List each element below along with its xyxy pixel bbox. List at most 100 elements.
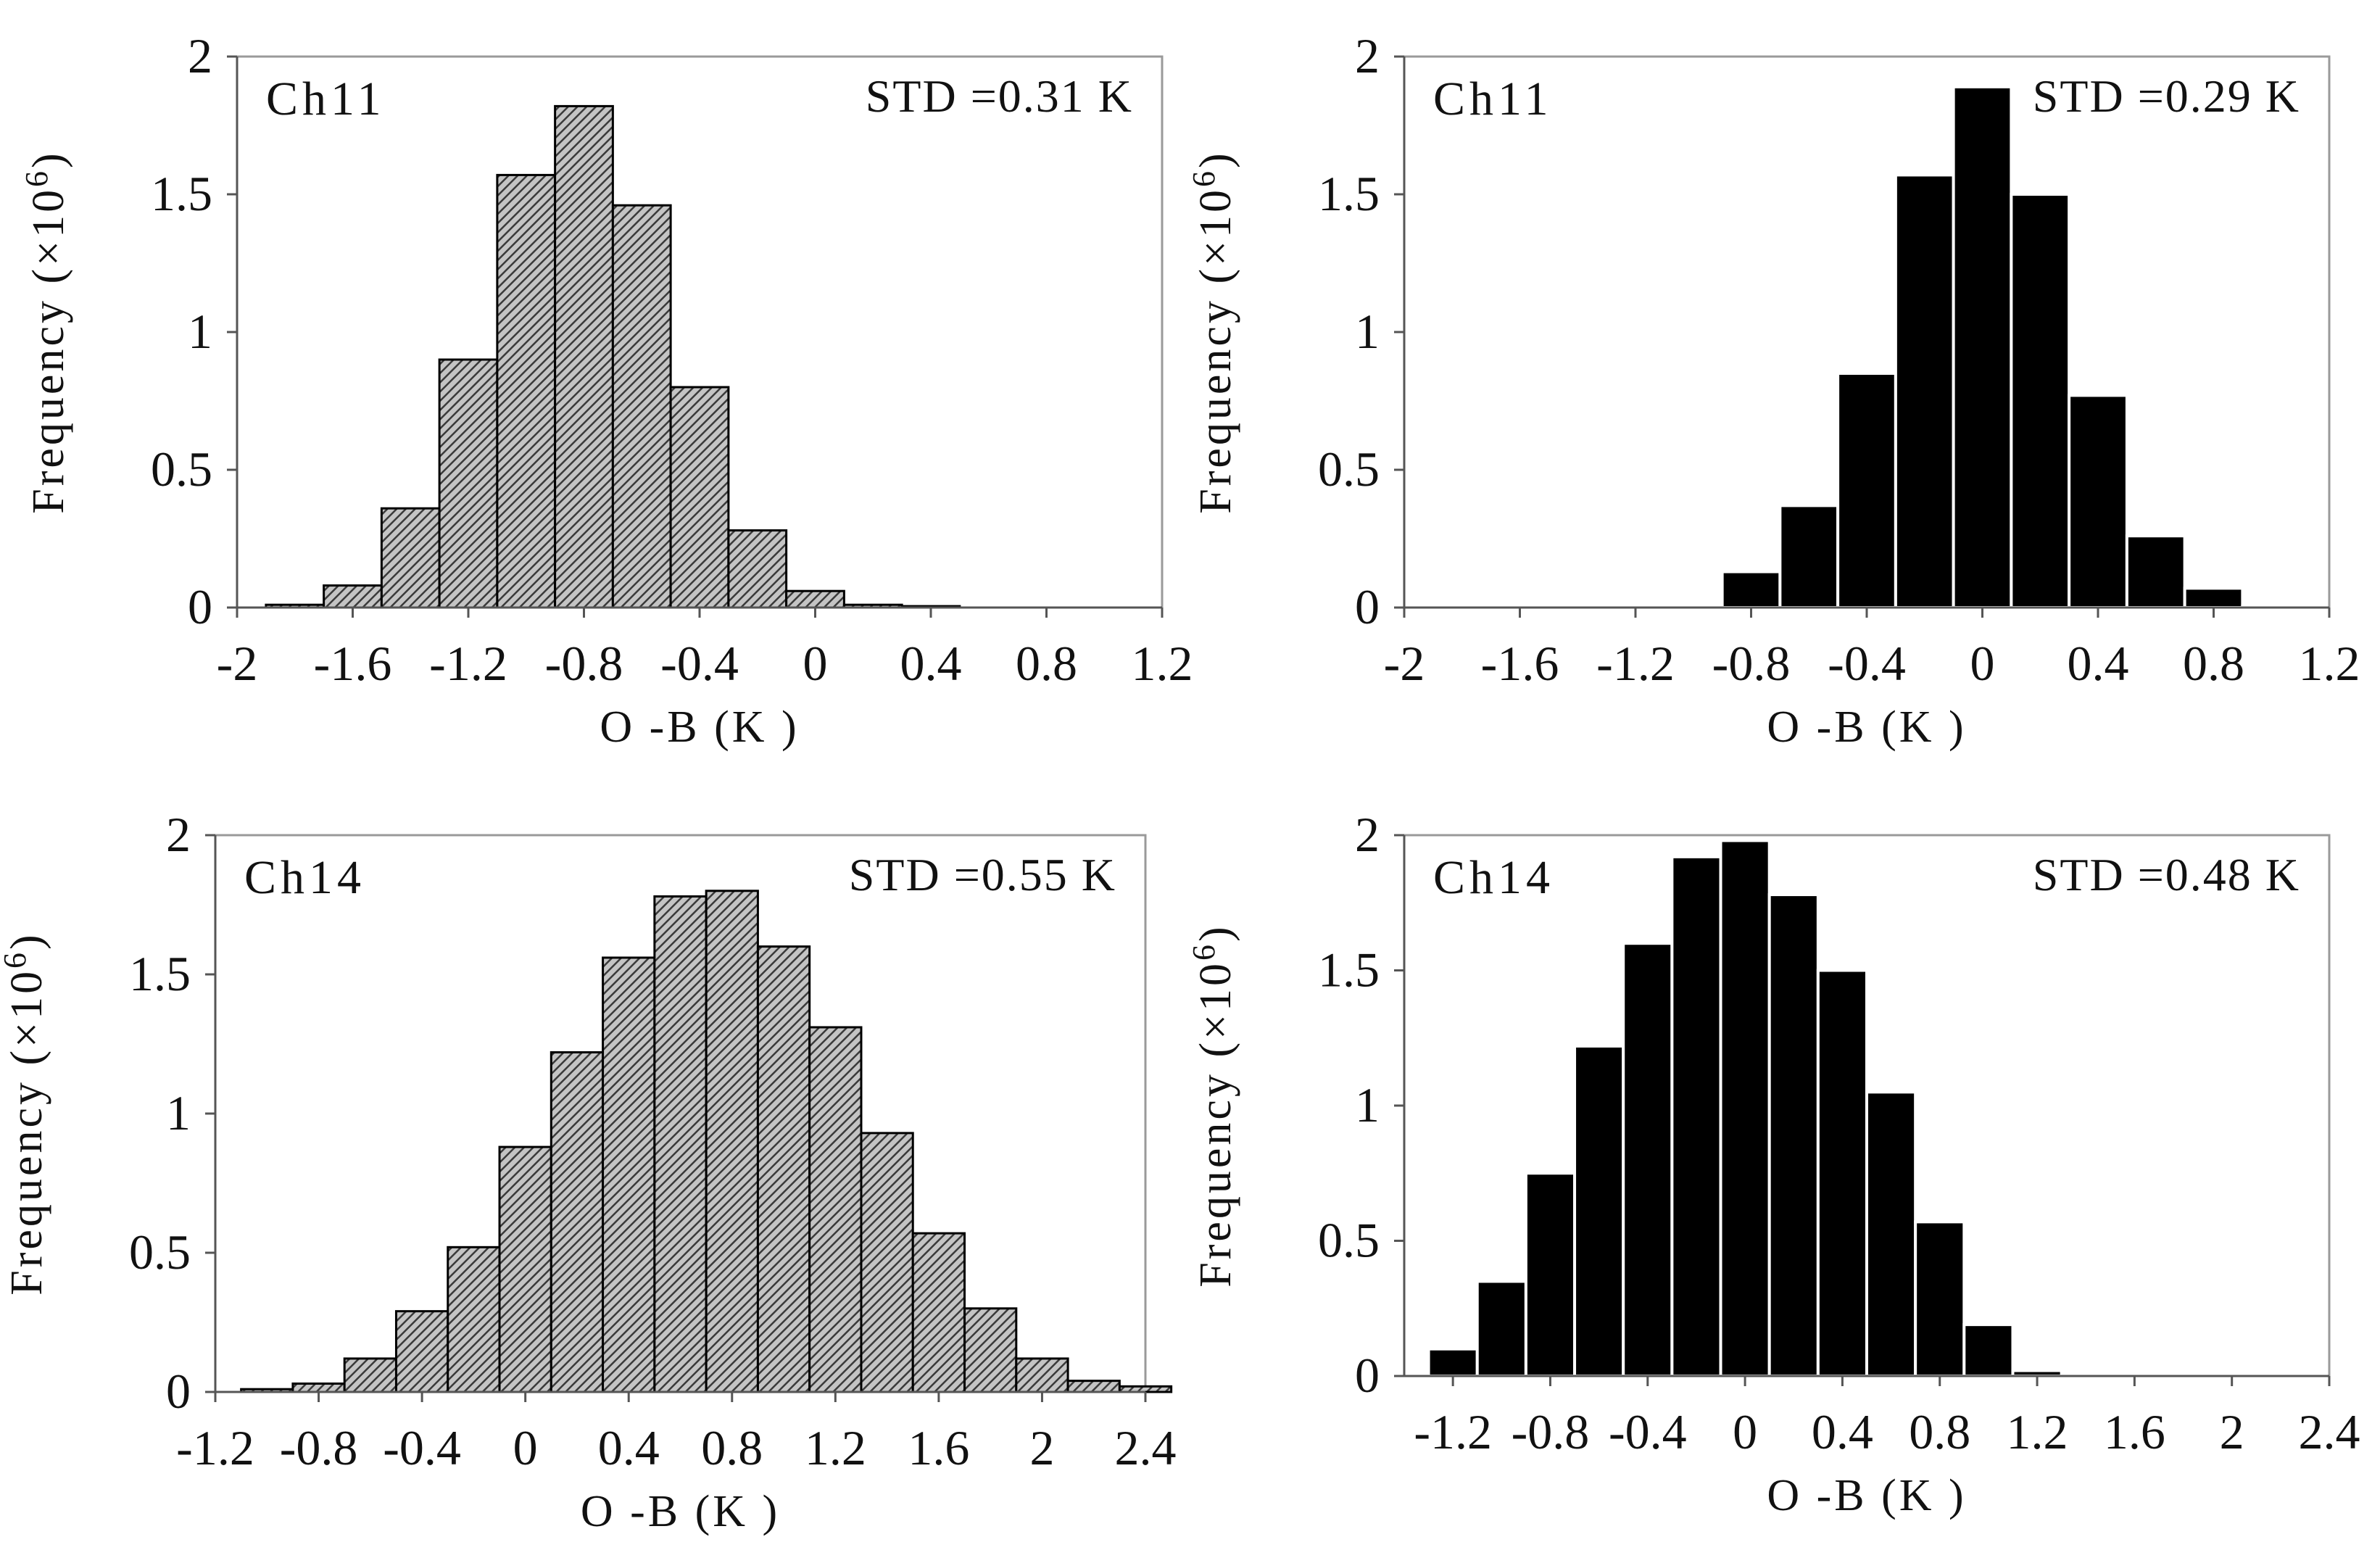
x-tick-label: 0.4: [2068, 636, 2129, 691]
std-annotation-3: STD =0.55 K: [849, 849, 1116, 900]
x-tick-label: -1.2: [176, 1420, 254, 1475]
histogram-bar: [2010, 193, 2071, 609]
histogram-bar: [860, 1132, 914, 1393]
histogram-bar: [1719, 839, 1771, 1377]
x-tick-label: 0.8: [1909, 1404, 1970, 1459]
x-tick-label: -0.8: [1512, 1404, 1590, 1459]
histogram-bar: [727, 529, 788, 609]
histogram-bar: [1952, 85, 2013, 610]
x-tick-label: 0: [1970, 636, 1995, 691]
x-tick-label: 1.2: [1132, 636, 1193, 691]
y-axis-close-4: ): [1191, 924, 1240, 942]
y-axis-exponent-2: 6: [1186, 168, 1222, 187]
y-axis-close-3: ): [2, 932, 51, 950]
y-axis-title-1: Frequency (×106): [19, 150, 73, 513]
histogram-bar: [653, 895, 708, 1393]
y-ticks-3: 0 0.5 1 1.5 2: [129, 807, 215, 1419]
y-tick-label: 0.5: [151, 442, 212, 497]
channel-label-1: Ch11: [266, 72, 386, 125]
x-tick-label: -0.8: [280, 1420, 358, 1475]
y-axis-close-2: ): [1191, 150, 1240, 168]
histogram-bar: [438, 358, 499, 609]
chart-panel-1: 0 0.5 1 1.5 2 -2 -1.6 -1.2 -0.8 -0.4 0 0.4 0.8 1.2 C…: [19, 28, 1193, 752]
histogram-bar: [554, 104, 614, 609]
histogram-bar: [1015, 1357, 1069, 1393]
y-tick-label: 0: [166, 1364, 191, 1419]
histogram-bar: [447, 1246, 501, 1393]
histogram-bar: [1778, 504, 1840, 610]
histogram-bar: [611, 204, 672, 609]
histogram-bar: [1475, 1280, 1527, 1377]
x-tick-label: -1.2: [1414, 1404, 1492, 1459]
x-tick-label: 0.4: [1812, 1404, 1873, 1459]
histogram-bar: [394, 1310, 449, 1393]
x-tick-label: 2.4: [1115, 1420, 1177, 1475]
histogram-bar: [756, 945, 811, 1393]
x-tick-label: -1.2: [1596, 636, 1675, 691]
y-axis-close-1: ): [24, 150, 73, 168]
x-tick-label: 1.6: [2104, 1404, 2165, 1459]
y-axis-title-4: Frequency (×106): [1186, 924, 1240, 1287]
x-ticks-4: -1.2 -0.8 -0.4 0 0.4 0.8 1.2 1.6 2 2.4: [1414, 1376, 2360, 1459]
histogram-bar: [1894, 173, 1955, 609]
x-tick-label: 0: [803, 636, 828, 691]
histogram-bar: [1720, 570, 1782, 609]
y-axis-title-text-3: Frequency (×10: [2, 969, 51, 1296]
x-tick-label: -0.4: [1828, 636, 1906, 691]
y-axis-exponent-4: 6: [1186, 942, 1222, 961]
x-tick-label: 0.8: [2183, 636, 2244, 691]
y-axis-exponent-3: 6: [0, 950, 33, 969]
std-annotation-1: STD =0.31 K: [866, 70, 1133, 122]
histogram-bar: [1865, 1090, 1917, 1377]
histogram-bar: [498, 1145, 552, 1393]
histogram-bar: [2183, 587, 2244, 610]
y-axis-title-text-1: Frequency (×10: [24, 187, 73, 514]
y-axis-title-2: Frequency (×106): [1186, 150, 1240, 513]
histogram-bar: [343, 1357, 397, 1393]
y-axis-title-text-2: Frequency (×10: [1191, 187, 1240, 514]
histogram-bar: [2068, 394, 2128, 610]
y-ticks-1: 0 0.5 1 1.5 2: [151, 28, 237, 634]
histogram-bar: [1836, 372, 1897, 609]
histogram-bar: [1524, 1172, 1577, 1377]
histogram-bar: [323, 584, 383, 609]
histogram-bar: [1573, 1044, 1625, 1377]
x-axis-title-2: O -B (K ): [1767, 703, 1966, 752]
x-axis-title-1: O -B (K ): [600, 703, 799, 752]
histogram-bar: [705, 890, 759, 1393]
y-tick-label: 2: [1355, 28, 1380, 83]
x-tick-label: 0.8: [1016, 636, 1077, 691]
histogram-bars-4: [1427, 839, 2063, 1378]
x-ticks-2: -2 -1.6 -1.2 -0.8 -0.4 0 0.4 0.8 1.2: [1384, 608, 2360, 691]
channel-label-4: Ch14: [1433, 851, 1554, 904]
histogram-bar: [1066, 1380, 1121, 1393]
histogram-bar: [2125, 534, 2186, 610]
histogram-bar: [1767, 893, 1820, 1378]
histogram-bars-1: [265, 104, 961, 609]
x-tick-label: 0: [513, 1420, 538, 1475]
histogram-bar: [1427, 1347, 1479, 1377]
y-tick-label: 2: [166, 807, 191, 862]
x-tick-label: -2: [1384, 636, 1425, 691]
y-tick-label: 1.5: [1318, 166, 1380, 221]
x-tick-label: -1.2: [429, 636, 507, 691]
y-tick-label: 0.5: [1318, 1213, 1380, 1268]
histogram-bar: [1816, 969, 1868, 1377]
y-tick-label: 0: [1355, 1348, 1380, 1403]
x-tick-label: -1.6: [314, 636, 392, 691]
x-tick-label: 1.2: [2007, 1404, 2068, 1459]
histogram-bar: [1914, 1220, 1966, 1378]
histogram-bar: [1962, 1323, 2015, 1378]
y-ticks-2: 0 0.5 1 1.5 2: [1318, 28, 1404, 634]
x-tick-label: -0.8: [1712, 636, 1791, 691]
histogram-bar: [1622, 942, 1674, 1377]
x-tick-label: -0.4: [1609, 1404, 1687, 1459]
y-tick-label: 1: [166, 1085, 191, 1140]
histogram-bars-3: [240, 890, 1173, 1393]
histogram-bar: [808, 1026, 863, 1393]
x-tick-label: -2: [217, 636, 258, 691]
y-tick-label: 1.5: [129, 946, 191, 1001]
chart-panel-2: 0 0.5 1 1.5 2 -2 -1.6 -1.2 -0.8 -0.4 0 0.4 0.8 1.2 C…: [1186, 28, 2360, 752]
y-tick-label: 1: [1355, 1077, 1380, 1132]
